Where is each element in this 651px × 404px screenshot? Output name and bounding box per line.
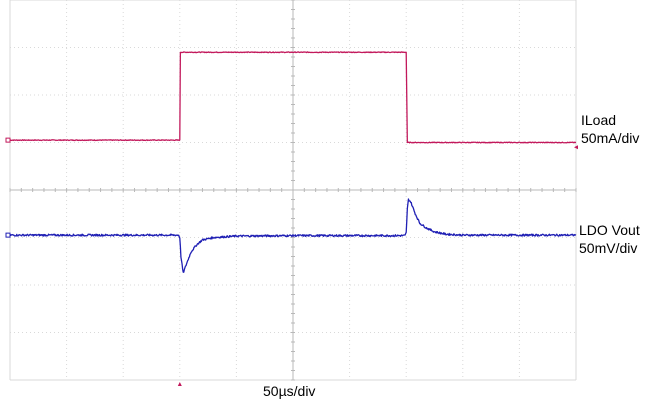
trace-iload (9, 51, 577, 144)
channel-marker-iload (5, 137, 11, 143)
series-label-ldo-vout: LDO Vout (579, 222, 640, 238)
trigger-marker-level (574, 145, 578, 150)
trigger-marker-time (177, 382, 182, 386)
series-label-iload: ILoad (581, 112, 617, 128)
series-scale-ldo-vout: 50mV/div (579, 240, 638, 256)
grid (9, 0, 577, 381)
channel-marker-ldo-vout (5, 232, 11, 238)
trace-ldo-vout (9, 198, 577, 273)
timebase-label: 50µs/div (263, 383, 316, 399)
series-scale-iload: 50mA/div (581, 130, 640, 146)
traces (9, 51, 577, 273)
markers (5, 137, 578, 386)
